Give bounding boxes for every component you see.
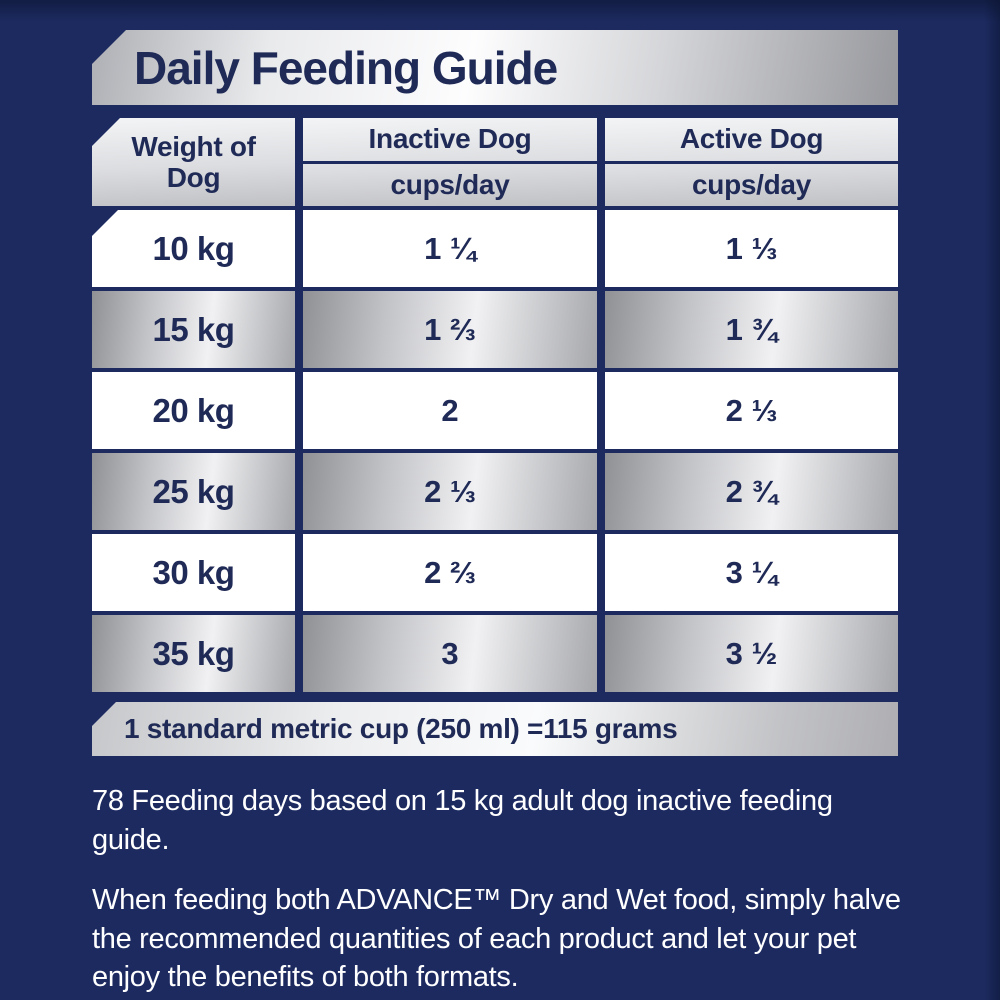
col-header-active-label: Active Dog bbox=[679, 123, 824, 155]
cup-conversion-note: 1 standard metric cup (250 ml) =115 gram… bbox=[92, 702, 898, 756]
table-row-active-value: 1 ¾ bbox=[605, 291, 898, 368]
mixed-feeding-note: When feeding both ADVANCE™ Dry and Wet f… bbox=[92, 884, 901, 994]
page-title: Daily Feeding Guide bbox=[134, 41, 558, 94]
table-row-weight: 15 kg bbox=[92, 291, 295, 368]
col-header-active: Active Dog cups/day bbox=[605, 118, 898, 206]
feeding-table: Weight of Dog Inactive Dog cups/day Acti… bbox=[92, 118, 898, 692]
table-row-inactive-value: 3 bbox=[303, 615, 597, 692]
col-header-active-unit: cups/day bbox=[692, 168, 811, 200]
table-row-weight: 25 kg bbox=[92, 453, 295, 530]
cup-conversion-text: 1 standard metric cup (250 ml) =115 gram… bbox=[124, 713, 678, 744]
table-row-weight: 10 kg bbox=[92, 210, 295, 287]
header-divider bbox=[605, 160, 898, 164]
table-row-inactive-value: 2 bbox=[303, 372, 597, 449]
table-row-inactive-value: 1 ¼ bbox=[303, 210, 597, 287]
feeding-days-note: 78 Feeding days based on 15 kg adult dog… bbox=[92, 785, 833, 856]
col-header-inactive: Inactive Dog cups/day bbox=[303, 118, 597, 206]
table-row-active-value: 3 ½ bbox=[605, 615, 898, 692]
table-row-weight: 35 kg bbox=[92, 615, 295, 692]
col-header-inactive-unit: cups/day bbox=[390, 168, 510, 200]
table-row-weight: 20 kg bbox=[92, 372, 295, 449]
col-header-inactive-label: Inactive Dog bbox=[368, 123, 532, 155]
table-row-weight: 30 kg bbox=[92, 534, 295, 611]
title-banner: Daily Feeding Guide bbox=[92, 30, 898, 105]
header-divider bbox=[303, 160, 597, 164]
col-header-weight: Weight of Dog bbox=[92, 118, 295, 206]
table-row-active-value: 2 ¾ bbox=[605, 453, 898, 530]
table-row-inactive-value: 1 ⅔ bbox=[303, 291, 597, 368]
table-row-inactive-value: 2 ⅓ bbox=[303, 453, 597, 530]
table-row-active-value: 1 ⅓ bbox=[605, 210, 898, 287]
table-row-active-value: 2 ⅓ bbox=[605, 372, 898, 449]
col-header-weight-label: Weight of Dog bbox=[131, 130, 256, 193]
table-row-inactive-value: 2 ⅔ bbox=[303, 534, 597, 611]
table-row-active-value: 3 ¼ bbox=[605, 534, 898, 611]
